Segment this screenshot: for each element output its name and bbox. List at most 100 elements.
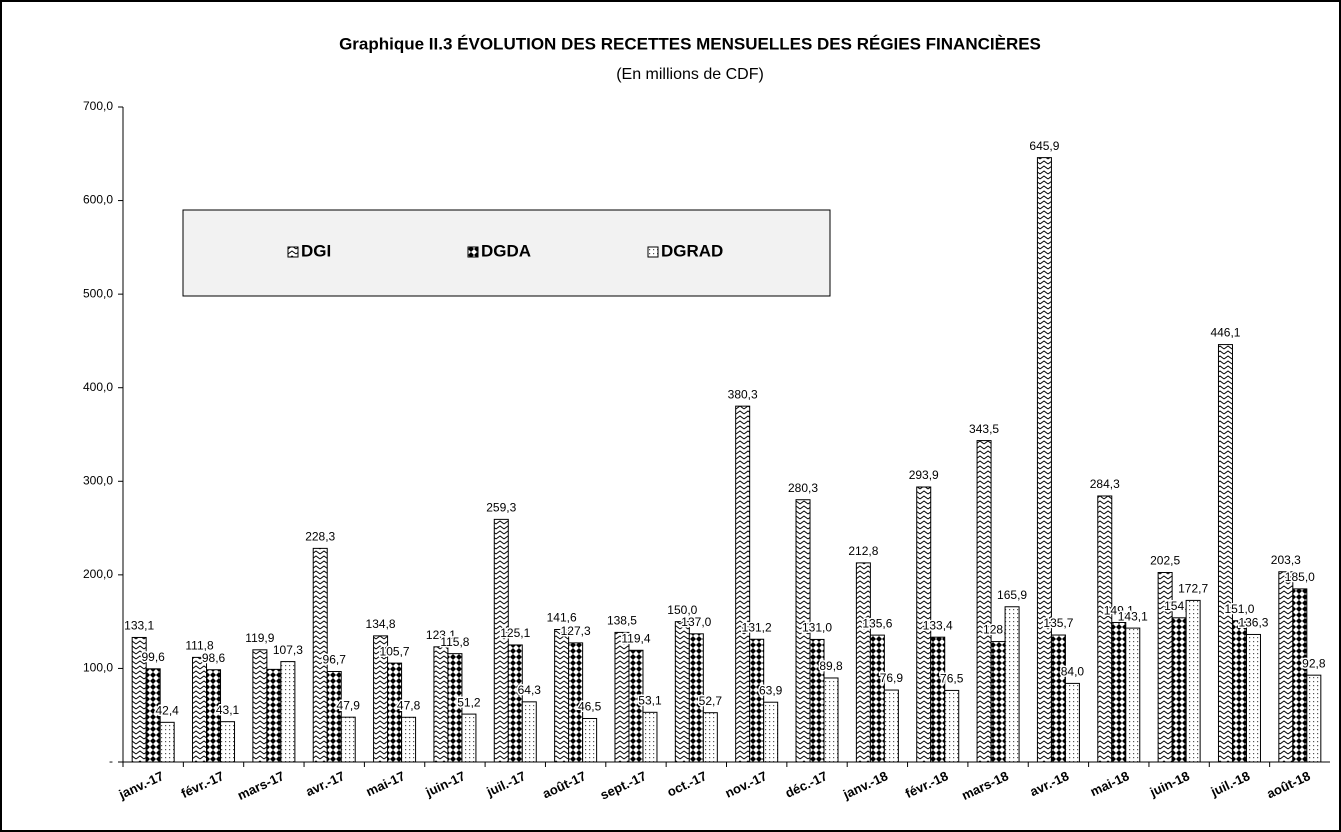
value-label: 143,1 [1118,609,1148,623]
value-label: 138,5 [607,614,637,628]
bar [855,562,871,763]
bar [554,629,570,763]
bar [628,649,644,763]
bar [916,486,932,763]
value-label: 64,3 [518,683,542,697]
bar [1097,495,1113,763]
bar [642,711,658,763]
bar [930,636,946,763]
bar [1245,633,1261,763]
value-label: 203,3 [1271,553,1301,567]
value-label: 99,6 [141,650,165,664]
bar [1292,588,1308,763]
bar [447,653,463,763]
value-label: 42,4 [155,703,179,717]
bar [809,638,825,763]
value-label: 47,9 [337,698,361,712]
y-tick-label: 100,0 [83,661,113,675]
value-label: 119,4 [621,631,650,645]
value-label: 92,8 [1302,656,1326,670]
bar [795,499,811,763]
bar [1111,621,1127,763]
value-label: 228,3 [305,530,335,544]
bar [944,689,960,763]
value-label: 131,2 [742,620,772,634]
bar [674,621,690,763]
bar [688,633,704,763]
legend-label: DGI [301,241,331,260]
value-label: 645,9 [1029,139,1059,153]
value-label: 89,8 [819,659,843,673]
value-label: 380,3 [728,387,758,401]
bar [869,634,885,763]
bar [521,701,537,763]
bar [220,721,236,763]
value-label: 115,8 [440,635,469,649]
bar [1278,571,1294,763]
value-label: 133,1 [124,619,154,633]
value-label: 105,7 [380,644,410,658]
value-label: 125,1 [500,626,530,640]
value-label: 134,8 [366,617,396,631]
value-label: 47,8 [397,698,421,712]
bar [401,716,417,763]
value-label: 135,6 [862,616,892,630]
value-label: 280,3 [788,481,818,495]
bar [823,677,839,763]
y-tick-label: 300,0 [83,473,113,487]
value-label: 343,5 [969,422,999,436]
y-tick-label: 200,0 [83,567,113,581]
value-label: 185,0 [1285,570,1315,584]
value-label: 212,8 [848,544,878,558]
value-label: 51,2 [457,695,481,709]
value-label: 150,0 [667,603,697,617]
value-label: 63,9 [759,683,783,697]
bar [507,644,523,763]
value-label: 259,3 [486,501,516,515]
bar [192,656,208,763]
chart-title: Graphique II.3 ÉVOLUTION DES RECETTES ME… [339,34,1041,53]
bar [145,668,161,763]
bar [433,646,449,763]
bar [159,721,175,763]
bar [493,518,509,763]
legend-swatch [287,246,299,258]
legend-swatch [647,246,659,258]
value-label: 165,9 [997,588,1027,602]
bar [582,717,598,763]
value-label: 123,1 [426,628,456,642]
bar [1125,627,1141,763]
value-label: 136,3 [1238,616,1268,630]
bar [990,641,1006,763]
bar [763,701,779,763]
y-tick-label: - [109,754,113,768]
value-label: 135,7 [1043,616,1073,630]
value-label: 131,0 [802,621,832,635]
value-label: 137,0 [681,615,711,629]
bar [266,668,282,763]
y-tick-label: 600,0 [83,193,113,207]
bar [1064,682,1080,763]
y-tick-label: 500,0 [83,286,113,300]
bar [883,689,899,763]
value-label: 53,1 [638,693,662,707]
bar [749,638,765,763]
bar [340,716,356,763]
bar [702,712,718,763]
value-label: 293,9 [909,468,939,482]
bar [1036,157,1052,763]
value-label: 107,3 [273,643,303,657]
value-label: 119,9 [245,631,274,645]
bar [387,662,403,763]
chart-subtitle: (En millions de CDF) [616,66,764,83]
value-label: 76,5 [940,672,964,686]
value-label: 127,3 [561,624,591,638]
bar [568,642,584,763]
bar [312,547,328,763]
value-label: 84,0 [1061,665,1085,679]
bar [1171,617,1187,763]
value-label: 98,6 [202,651,226,665]
value-label: 133,4 [923,618,953,632]
legend-swatch [467,246,479,258]
